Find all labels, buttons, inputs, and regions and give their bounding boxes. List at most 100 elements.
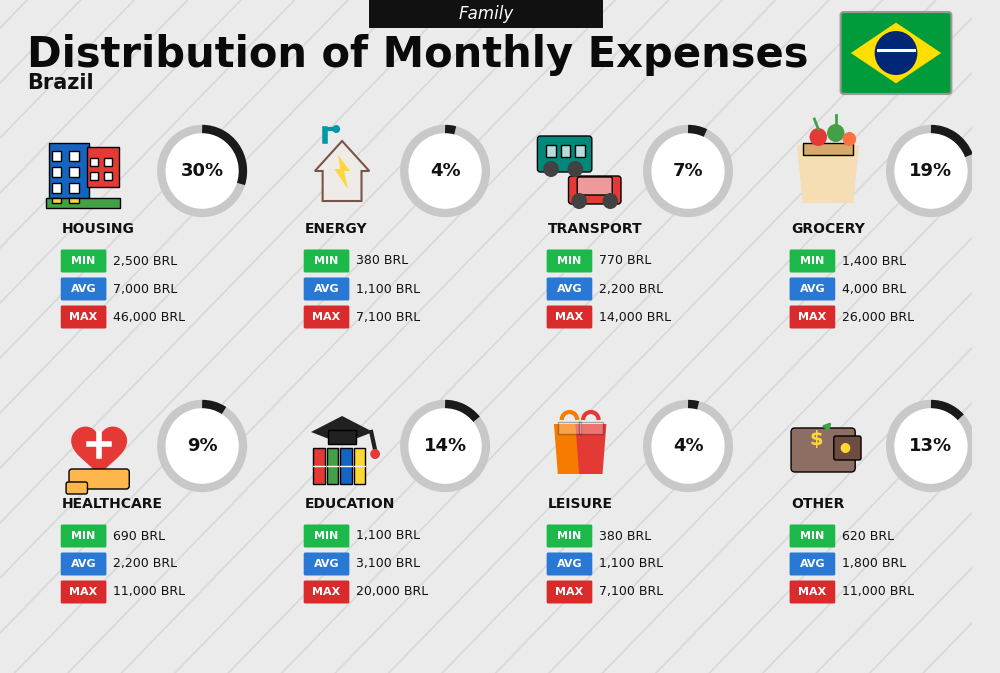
FancyBboxPatch shape bbox=[790, 250, 835, 273]
Text: 380 BRL: 380 BRL bbox=[356, 254, 408, 267]
Text: 1,800 BRL: 1,800 BRL bbox=[842, 557, 906, 571]
Text: 11,000 BRL: 11,000 BRL bbox=[842, 586, 914, 598]
FancyBboxPatch shape bbox=[69, 198, 79, 203]
Text: 30%: 30% bbox=[181, 162, 224, 180]
Polygon shape bbox=[71, 427, 127, 479]
FancyBboxPatch shape bbox=[841, 12, 951, 94]
Text: 7,100 BRL: 7,100 BRL bbox=[356, 310, 420, 324]
FancyBboxPatch shape bbox=[304, 277, 349, 301]
Text: 1,100 BRL: 1,100 BRL bbox=[356, 283, 420, 295]
FancyBboxPatch shape bbox=[328, 430, 356, 444]
Text: 4%: 4% bbox=[673, 437, 703, 455]
FancyBboxPatch shape bbox=[304, 553, 349, 575]
Text: LEISURE: LEISURE bbox=[548, 497, 613, 511]
FancyBboxPatch shape bbox=[790, 553, 835, 575]
Text: MAX: MAX bbox=[69, 587, 98, 597]
FancyBboxPatch shape bbox=[304, 524, 349, 548]
FancyBboxPatch shape bbox=[547, 306, 592, 328]
FancyBboxPatch shape bbox=[52, 183, 61, 193]
Text: 620 BRL: 620 BRL bbox=[842, 530, 894, 542]
Text: ENERGY: ENERGY bbox=[305, 222, 368, 236]
Polygon shape bbox=[311, 416, 373, 444]
Polygon shape bbox=[797, 145, 859, 203]
Text: HOUSING: HOUSING bbox=[62, 222, 135, 236]
Text: MIN: MIN bbox=[800, 531, 825, 541]
FancyBboxPatch shape bbox=[790, 581, 835, 604]
Circle shape bbox=[568, 161, 583, 177]
Polygon shape bbox=[334, 155, 350, 189]
Circle shape bbox=[875, 31, 917, 75]
Circle shape bbox=[161, 129, 243, 213]
FancyBboxPatch shape bbox=[52, 167, 61, 177]
FancyBboxPatch shape bbox=[90, 158, 98, 166]
Text: 1,100 BRL: 1,100 BRL bbox=[599, 557, 663, 571]
Text: MIN: MIN bbox=[314, 256, 339, 266]
Text: AVG: AVG bbox=[71, 284, 96, 294]
Text: MAX: MAX bbox=[555, 312, 584, 322]
Text: Brazil: Brazil bbox=[27, 73, 94, 93]
Text: 4%: 4% bbox=[430, 162, 460, 180]
Text: TRANSPORT: TRANSPORT bbox=[548, 222, 643, 236]
Text: AVG: AVG bbox=[314, 559, 339, 569]
FancyBboxPatch shape bbox=[558, 422, 581, 434]
Text: 26,000 BRL: 26,000 BRL bbox=[842, 310, 914, 324]
FancyBboxPatch shape bbox=[61, 553, 106, 575]
FancyBboxPatch shape bbox=[547, 524, 592, 548]
Circle shape bbox=[647, 129, 729, 213]
Text: 380 BRL: 380 BRL bbox=[599, 530, 651, 542]
FancyBboxPatch shape bbox=[304, 250, 349, 273]
Text: OTHER: OTHER bbox=[791, 497, 844, 511]
Circle shape bbox=[841, 443, 850, 453]
FancyBboxPatch shape bbox=[104, 172, 112, 180]
Text: Distribution of Monthly Expenses: Distribution of Monthly Expenses bbox=[27, 34, 809, 76]
FancyBboxPatch shape bbox=[61, 250, 106, 273]
Circle shape bbox=[890, 129, 972, 213]
FancyBboxPatch shape bbox=[69, 167, 79, 177]
FancyBboxPatch shape bbox=[340, 448, 352, 484]
Text: 4,000 BRL: 4,000 BRL bbox=[842, 283, 906, 295]
Polygon shape bbox=[575, 424, 606, 474]
Text: 2,200 BRL: 2,200 BRL bbox=[113, 557, 177, 571]
Text: AVG: AVG bbox=[800, 284, 825, 294]
FancyBboxPatch shape bbox=[791, 428, 855, 472]
Text: 1,100 BRL: 1,100 BRL bbox=[356, 530, 420, 542]
FancyBboxPatch shape bbox=[790, 524, 835, 548]
Text: HEALTHCARE: HEALTHCARE bbox=[62, 497, 163, 511]
Text: MAX: MAX bbox=[69, 312, 98, 322]
FancyBboxPatch shape bbox=[547, 581, 592, 604]
FancyBboxPatch shape bbox=[61, 581, 106, 604]
FancyBboxPatch shape bbox=[61, 524, 106, 548]
FancyBboxPatch shape bbox=[547, 250, 592, 273]
Text: MAX: MAX bbox=[312, 312, 341, 322]
FancyBboxPatch shape bbox=[87, 147, 119, 187]
Text: 20,000 BRL: 20,000 BRL bbox=[356, 586, 428, 598]
Text: MIN: MIN bbox=[314, 531, 339, 541]
Text: AVG: AVG bbox=[557, 559, 582, 569]
Polygon shape bbox=[554, 424, 585, 474]
FancyBboxPatch shape bbox=[49, 143, 89, 201]
Text: 19%: 19% bbox=[909, 162, 953, 180]
Circle shape bbox=[810, 128, 827, 146]
FancyBboxPatch shape bbox=[790, 306, 835, 328]
Text: MAX: MAX bbox=[798, 312, 827, 322]
FancyBboxPatch shape bbox=[304, 306, 349, 328]
Circle shape bbox=[647, 404, 729, 488]
Text: 46,000 BRL: 46,000 BRL bbox=[113, 310, 185, 324]
Circle shape bbox=[332, 125, 340, 133]
FancyBboxPatch shape bbox=[327, 448, 338, 484]
Circle shape bbox=[571, 193, 587, 209]
FancyBboxPatch shape bbox=[834, 436, 861, 460]
FancyBboxPatch shape bbox=[69, 151, 79, 161]
Text: AVG: AVG bbox=[314, 284, 339, 294]
Text: MAX: MAX bbox=[312, 587, 341, 597]
Circle shape bbox=[843, 132, 856, 146]
Circle shape bbox=[161, 404, 243, 488]
FancyBboxPatch shape bbox=[369, 0, 603, 28]
FancyBboxPatch shape bbox=[61, 277, 106, 301]
FancyBboxPatch shape bbox=[575, 145, 585, 157]
FancyBboxPatch shape bbox=[569, 176, 621, 204]
Text: Family: Family bbox=[458, 5, 514, 23]
FancyBboxPatch shape bbox=[803, 143, 853, 155]
Text: AVG: AVG bbox=[557, 284, 582, 294]
Text: 13%: 13% bbox=[909, 437, 953, 455]
